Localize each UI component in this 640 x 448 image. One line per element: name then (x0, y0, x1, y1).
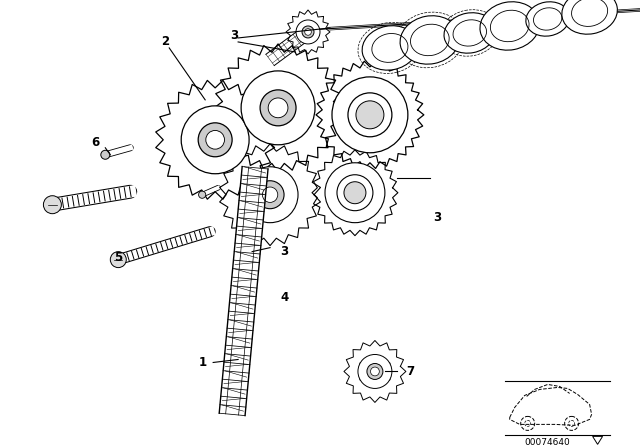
Polygon shape (593, 436, 603, 444)
Circle shape (206, 130, 225, 149)
Ellipse shape (526, 2, 570, 36)
Circle shape (305, 29, 311, 35)
Circle shape (325, 163, 385, 223)
Text: 3: 3 (433, 211, 441, 224)
Polygon shape (214, 44, 342, 172)
Text: 00074640: 00074640 (525, 438, 570, 447)
Polygon shape (156, 80, 275, 199)
Circle shape (344, 182, 366, 204)
Ellipse shape (562, 0, 618, 34)
Text: 4: 4 (281, 291, 289, 304)
Circle shape (268, 98, 288, 118)
Text: 6: 6 (92, 136, 99, 149)
Text: 1: 1 (199, 356, 207, 369)
Circle shape (181, 106, 249, 174)
Polygon shape (344, 340, 406, 402)
Circle shape (367, 363, 383, 379)
Polygon shape (286, 10, 330, 54)
Text: 3: 3 (280, 245, 288, 258)
Circle shape (241, 71, 315, 145)
Circle shape (371, 367, 380, 376)
Circle shape (198, 191, 206, 198)
Circle shape (332, 77, 408, 153)
Ellipse shape (400, 16, 460, 64)
Polygon shape (220, 167, 268, 416)
FancyBboxPatch shape (360, 362, 390, 380)
Text: 5: 5 (114, 251, 122, 264)
Circle shape (101, 150, 110, 159)
Circle shape (356, 101, 384, 129)
Circle shape (358, 354, 392, 388)
Circle shape (242, 167, 298, 223)
Text: 7: 7 (406, 365, 414, 378)
Ellipse shape (480, 2, 540, 50)
Ellipse shape (444, 13, 495, 53)
Circle shape (198, 123, 232, 157)
Polygon shape (220, 144, 321, 246)
Ellipse shape (362, 26, 418, 70)
Polygon shape (312, 150, 398, 236)
Polygon shape (316, 61, 424, 168)
Circle shape (256, 181, 284, 209)
Circle shape (44, 196, 61, 214)
Text: 3: 3 (230, 30, 238, 43)
Polygon shape (266, 26, 312, 65)
Circle shape (296, 20, 320, 44)
Circle shape (262, 187, 278, 202)
Circle shape (260, 90, 296, 126)
Text: 2: 2 (161, 35, 170, 48)
Circle shape (302, 26, 314, 38)
Circle shape (110, 252, 126, 267)
